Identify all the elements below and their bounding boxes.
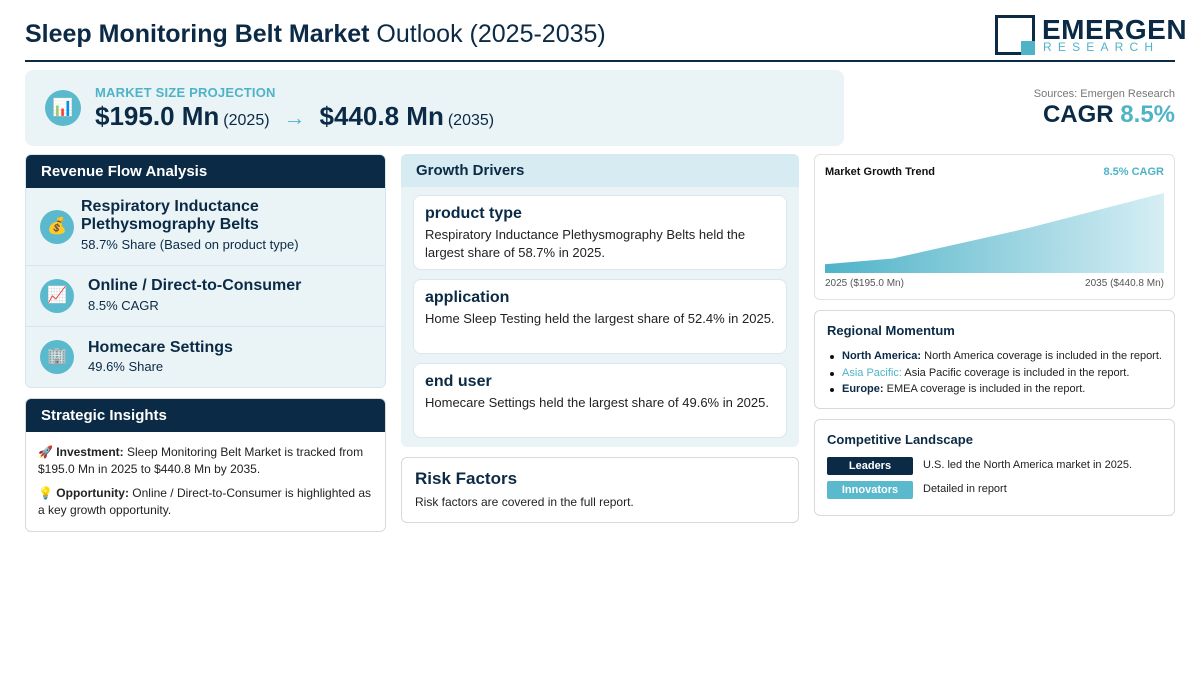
list-item: Europe: EMEA coverage is included in the… [827, 381, 1162, 398]
driver-desc: Home Sleep Testing held the largest shar… [425, 311, 775, 326]
list-item: Asia Pacific: Asia Pacific coverage is i… [827, 365, 1162, 382]
competitive-landscape-panel: Competitive Landscape Leaders U.S. led t… [814, 419, 1175, 516]
revenue-item-name: Online / Direct-to-Consumer [88, 277, 302, 294]
emergen-logo: EMERGEN RESEARCH [995, 14, 1187, 56]
revenue-item-sub: 8.5% CAGR [88, 298, 159, 313]
driver-card: application Home Sleep Testing held the … [413, 279, 787, 354]
risk-title: Risk Factors [415, 469, 518, 488]
trend-end-label: 2035 ($440.8 Mn) [1085, 278, 1164, 289]
region-text: North America coverage is included in th… [921, 350, 1162, 362]
competitive-row: Innovators Detailed in report [827, 481, 1162, 505]
region-text: Asia Pacific coverage is included in the… [901, 366, 1130, 379]
regional-list: North America: North America coverage is… [827, 348, 1162, 398]
regional-momentum-panel: Regional Momentum North America: North A… [814, 310, 1175, 409]
bar-chart-icon: 📊 [45, 90, 81, 126]
revenue-item: 💰 Respiratory Inductance Plethysmography… [26, 188, 385, 266]
competitive-text: U.S. led the North America market in 202… [923, 459, 1133, 471]
start-year: (2025) [223, 112, 270, 129]
logo-sub-text: RESEARCH [1043, 40, 1160, 54]
competitive-row: Leaders U.S. led the North America marke… [827, 457, 1162, 481]
title-rest: Outlook (2025-2035) [369, 20, 606, 48]
revenue-item-sub: 49.6% Share [88, 359, 164, 374]
revenue-flow-title: Revenue Flow Analysis [26, 155, 385, 188]
growth-drivers-title: Growth Drivers [401, 154, 799, 187]
trend-area-chart [825, 193, 1164, 273]
driver-card: end user Homecare Settings held the larg… [413, 363, 787, 438]
region-name: Asia Pacific: [842, 366, 902, 379]
trend-start-label: 2025 ($195.0 Mn) [825, 278, 904, 289]
rocket-icon: 🚀 [38, 445, 53, 459]
projection-values: $195.0 Mn (2025) → $440.8 Mn (2035) [95, 101, 494, 132]
revenue-item: 🏢 Homecare Settings 49.6% Share [26, 327, 385, 387]
revenue-item-sub: 58.7% Share (Based on product type) [81, 237, 299, 252]
opportunity-insight: 💡 Opportunity: Online / Direct-to-Consum… [38, 485, 373, 519]
insights-body: 🚀 Investment: Sleep Monitoring Belt Mark… [26, 432, 385, 519]
start-value: $195.0 Mn [95, 101, 220, 131]
investment-label: Investment: [56, 445, 124, 459]
region-name: Europe: [842, 383, 884, 395]
page-title: Sleep Monitoring Belt Market Outlook (20… [25, 20, 606, 49]
region-text: EMEA coverage is included in the report. [883, 383, 1086, 395]
competitive-text: Detailed in report [923, 483, 1007, 495]
market-growth-trend-panel: Market Growth Trend 8.5% CAGR 2025 ($195… [814, 154, 1175, 300]
logo-main-text: EMERGEN [1042, 14, 1188, 45]
building-icon: 🏢 [40, 340, 74, 374]
driver-title: application [425, 289, 510, 306]
investment-insight: 🚀 Investment: Sleep Monitoring Belt Mark… [38, 444, 373, 478]
strategic-insights-title: Strategic Insights [26, 399, 385, 432]
risk-desc: Risk factors are covered in the full rep… [415, 495, 634, 509]
opportunity-label: Opportunity: [56, 486, 129, 500]
cagr-label: CAGR [1042, 101, 1121, 128]
driver-title: product type [425, 205, 522, 222]
trend-cagr: 8.5% CAGR [1103, 166, 1164, 178]
list-item: North America: North America coverage is… [827, 348, 1162, 365]
trend-title: Market Growth Trend [825, 166, 936, 178]
driver-card: product type Respiratory Inductance Plet… [413, 195, 787, 270]
money-bag-icon: 💰 [40, 210, 74, 244]
revenue-item: 📈 Online / Direct-to-Consumer 8.5% CAGR [26, 266, 385, 327]
strategic-insights-panel: Strategic Insights 🚀 Investment: Sleep M… [25, 398, 386, 532]
arrow-right-icon: → [283, 105, 306, 130]
revenue-flow-panel: Revenue Flow Analysis 💰 Respiratory Indu… [25, 154, 386, 388]
end-value: $440.8 Mn [319, 101, 444, 131]
end-year: (2035) [447, 112, 495, 129]
region-name: North America: [842, 350, 922, 362]
risk-factors-panel: Risk Factors Risk factors are covered in… [401, 457, 799, 523]
growth-drivers-panel: Growth Drivers product type Respiratory … [401, 154, 799, 447]
sources-text: Sources: Emergen Research [1033, 88, 1175, 100]
regional-title: Regional Momentum [827, 323, 955, 338]
cagr-headline: CAGR 8.5% [1034, 101, 1175, 129]
driver-title: end user [425, 373, 492, 390]
cagr-value: 8.5% [1120, 101, 1175, 128]
competitive-title: Competitive Landscape [827, 432, 973, 447]
driver-desc: Respiratory Inductance Plethysmography B… [425, 227, 746, 260]
driver-desc: Homecare Settings held the largest share… [425, 395, 769, 410]
revenue-item-name: Homecare Settings [88, 339, 233, 356]
innovators-badge: Innovators [827, 481, 913, 499]
opportunity-text: Online / Direct-to-Consumer is highlight… [38, 486, 372, 517]
trend-area-series [825, 193, 1164, 273]
cagr-summary: Sources: Emergen Research CAGR 8.5% [1034, 88, 1175, 129]
revenue-item-name: Respiratory Inductance Plethysmography B… [81, 198, 259, 233]
page-header: Sleep Monitoring Belt Market Outlook (20… [25, 12, 1187, 62]
lightbulb-icon: 💡 [38, 486, 53, 500]
projection-label: MARKET SIZE PROJECTION [95, 85, 276, 100]
trend-chart-icon: 📈 [40, 279, 74, 313]
investment-text: Sleep Monitoring Belt Market is tracked … [38, 445, 364, 476]
leaders-badge: Leaders [827, 457, 913, 475]
market-size-projection: 📊 MARKET SIZE PROJECTION $195.0 Mn (2025)… [25, 70, 844, 146]
logo-mark-icon [995, 15, 1035, 55]
title-bold: Sleep Monitoring Belt Market [25, 20, 370, 48]
